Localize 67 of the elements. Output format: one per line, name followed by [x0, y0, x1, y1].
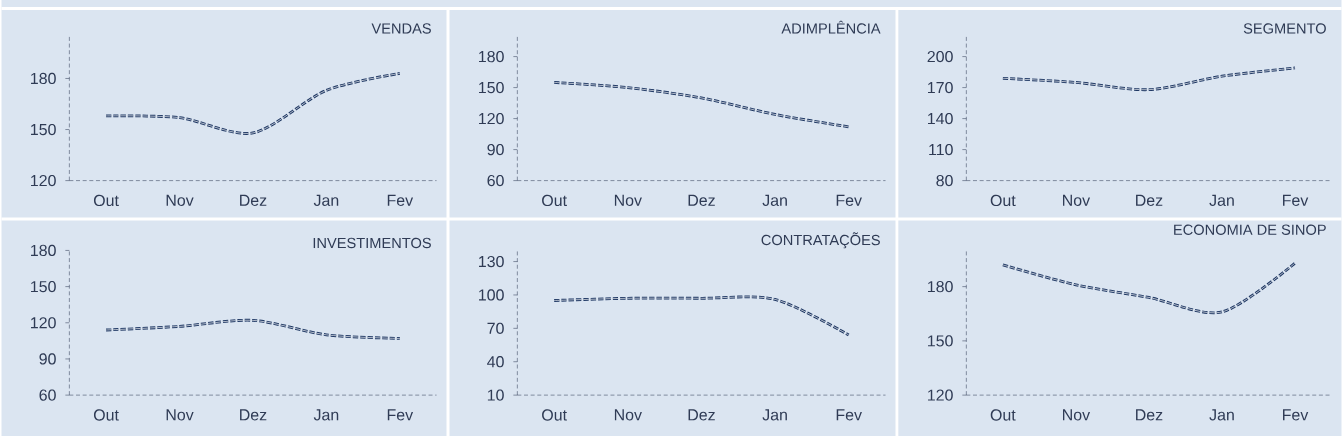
y-tick-label: 180: [31, 245, 56, 257]
x-tick-label: Nov: [614, 409, 642, 421]
x-tick-label: Fev: [836, 409, 862, 421]
x-tick-label: Fev: [836, 195, 862, 207]
x-tick-label: Nov: [1063, 409, 1091, 421]
y-tick-label: 100: [479, 289, 504, 301]
x-tick-label: Fev: [387, 195, 414, 207]
y-tick-label: 180: [928, 281, 953, 293]
y-tick-label: 120: [928, 389, 953, 401]
y-tick-label: 70: [487, 322, 504, 335]
y-tick-label: 90: [487, 144, 504, 156]
y-tick-label: 130: [479, 256, 504, 268]
x-tick-label: Fev: [1283, 195, 1309, 207]
x-tick-label: Out: [542, 409, 567, 421]
x-tick-label: Out: [542, 195, 567, 207]
x-tick-label: Dez: [240, 195, 267, 207]
chart-title: VENDAS: [371, 23, 431, 34]
y-tick-label: 120: [31, 317, 56, 329]
x-tick-label: Jan: [313, 409, 339, 421]
x-tick-label: Dez: [240, 409, 267, 421]
chart-title: CONTRATAÇÕES: [761, 232, 880, 249]
x-tick-label: Jan: [1209, 409, 1234, 421]
x-tick-label: Jan: [1209, 195, 1234, 207]
y-tick-label: 40: [487, 356, 504, 368]
y-tick-label: 120: [31, 175, 56, 187]
x-tick-label: Jan: [762, 195, 787, 207]
y-tick-label: 110: [929, 144, 953, 156]
y-tick-label: 180: [31, 73, 56, 85]
y-tick-label: 150: [928, 335, 953, 347]
x-tick-label: Dez: [688, 195, 715, 207]
line-series: [1001, 261, 1297, 315]
line-series: [552, 81, 851, 129]
chart-title: SEGMENTO: [1243, 23, 1326, 34]
x-tick-label: Jan: [762, 409, 787, 421]
x-tick-label: Nov: [1063, 195, 1091, 207]
y-tick-label: 150: [31, 124, 56, 136]
y-tick-label: 170: [928, 82, 953, 94]
chart-title: ADIMPLÊNCIA: [781, 20, 881, 34]
x-tick-label: Jan: [313, 195, 339, 207]
x-tick-label: Nov: [166, 195, 194, 207]
y-tick-label: 80: [936, 175, 953, 187]
y-tick-label: 200: [927, 51, 953, 63]
chart-title: ECONOMIA DE SINOP: [1174, 224, 1326, 236]
y-tick-label: 150: [479, 82, 504, 94]
x-tick-label: Out: [990, 409, 1016, 421]
x-tick-label: Out: [93, 195, 119, 207]
y-tick-label: 180: [479, 51, 504, 63]
x-tick-label: Out: [93, 409, 119, 421]
x-tick-label: Dez: [1136, 195, 1163, 207]
line-series: [104, 72, 402, 136]
x-tick-label: Out: [990, 195, 1016, 207]
y-tick-label: 90: [39, 353, 56, 365]
y-tick-label: 120: [479, 113, 504, 125]
y-tick-label: 140: [928, 113, 953, 125]
x-tick-label: Nov: [614, 195, 642, 207]
x-tick-label: Fev: [1283, 409, 1309, 421]
x-tick-label: Dez: [688, 409, 715, 421]
line-series: [1001, 66, 1297, 92]
y-tick-label: 150: [31, 281, 56, 293]
x-tick-label: Fev: [387, 409, 414, 421]
line-series: [104, 319, 402, 341]
x-tick-label: Nov: [166, 409, 194, 421]
y-tick-label: 10: [487, 389, 504, 401]
chart-title: INVESTIMENTOS: [313, 238, 431, 249]
x-tick-label: Dez: [1136, 409, 1163, 421]
y-tick-label: 60: [487, 175, 504, 187]
y-tick-label: 60: [39, 389, 56, 401]
